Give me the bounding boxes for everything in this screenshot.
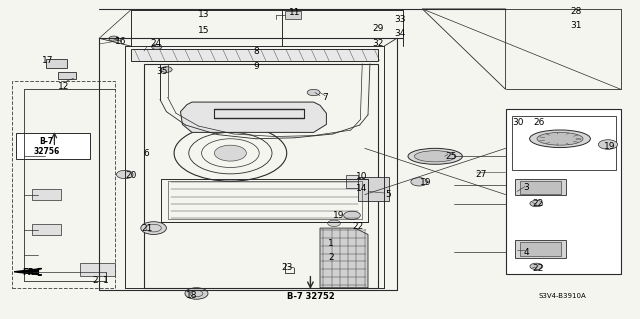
Text: 25: 25: [445, 152, 457, 161]
Bar: [515, 240, 566, 258]
Bar: [32, 224, 61, 235]
Text: 20: 20: [125, 171, 137, 180]
Bar: [58, 72, 76, 79]
Bar: [512, 116, 616, 170]
Text: S3V4-B3910A: S3V4-B3910A: [538, 293, 586, 299]
Text: 33: 33: [394, 15, 406, 24]
Bar: [12, 81, 115, 288]
Text: 1: 1: [328, 239, 333, 248]
Circle shape: [530, 200, 543, 207]
Circle shape: [598, 140, 618, 149]
Circle shape: [307, 89, 320, 96]
Circle shape: [411, 178, 428, 186]
Bar: [520, 242, 561, 256]
Circle shape: [344, 211, 360, 219]
Text: 10: 10: [356, 172, 367, 181]
Text: 2: 2: [328, 253, 333, 262]
Circle shape: [185, 288, 208, 299]
Bar: [32, 189, 61, 200]
Circle shape: [530, 263, 543, 270]
Text: 22: 22: [532, 264, 543, 273]
Bar: [506, 109, 621, 274]
Text: B-7
32756: B-7 32756: [33, 137, 60, 156]
Text: 1: 1: [103, 276, 108, 285]
Polygon shape: [320, 228, 368, 288]
Text: 32: 32: [372, 39, 383, 48]
Circle shape: [152, 44, 162, 49]
Text: 23: 23: [281, 263, 292, 272]
Text: 22: 22: [353, 222, 364, 231]
Text: 22: 22: [532, 199, 543, 208]
Text: 26: 26: [534, 118, 545, 127]
Circle shape: [328, 220, 340, 226]
Text: 2: 2: [92, 276, 97, 285]
Circle shape: [116, 170, 133, 179]
Text: FR.: FR.: [22, 268, 38, 277]
Text: 21: 21: [141, 224, 153, 233]
Text: 31: 31: [570, 21, 582, 30]
Ellipse shape: [537, 132, 583, 145]
Text: 6: 6: [143, 149, 148, 158]
Bar: [358, 177, 389, 201]
Text: 8: 8: [253, 47, 259, 56]
Text: 9: 9: [253, 63, 259, 71]
Ellipse shape: [408, 148, 463, 164]
Text: 24: 24: [150, 39, 161, 48]
Bar: [346, 175, 358, 188]
Ellipse shape: [415, 151, 456, 162]
Bar: [520, 181, 561, 194]
Ellipse shape: [530, 130, 590, 148]
Text: 15: 15: [198, 26, 209, 35]
Bar: [515, 179, 566, 195]
Bar: [80, 263, 115, 276]
Text: 16: 16: [115, 37, 126, 46]
Text: 4: 4: [524, 248, 529, 256]
Circle shape: [141, 222, 166, 234]
Text: 14: 14: [356, 184, 367, 193]
Text: 27: 27: [476, 170, 487, 179]
Text: 19: 19: [604, 142, 615, 151]
Text: 11: 11: [289, 8, 300, 17]
Text: 35: 35: [156, 67, 168, 76]
Text: 30: 30: [513, 118, 524, 127]
Text: 12: 12: [58, 82, 70, 91]
Text: 19: 19: [333, 211, 345, 220]
Text: 13: 13: [198, 10, 209, 19]
Text: B-7 32752: B-7 32752: [287, 292, 334, 300]
Bar: [16, 133, 90, 159]
Text: 3: 3: [524, 183, 529, 192]
Bar: [285, 11, 301, 19]
Text: 29: 29: [372, 24, 383, 33]
Circle shape: [109, 36, 119, 41]
Text: 19: 19: [420, 178, 431, 187]
Text: 17: 17: [42, 56, 54, 65]
Bar: [46, 59, 67, 68]
Polygon shape: [131, 49, 378, 61]
Polygon shape: [14, 269, 42, 275]
Text: 34: 34: [394, 29, 406, 38]
Circle shape: [161, 67, 172, 72]
Text: 5: 5: [386, 190, 391, 199]
Text: 18: 18: [186, 291, 198, 300]
Text: 7: 7: [323, 93, 328, 102]
Polygon shape: [180, 102, 326, 132]
Text: 28: 28: [570, 7, 582, 16]
Circle shape: [214, 145, 246, 161]
